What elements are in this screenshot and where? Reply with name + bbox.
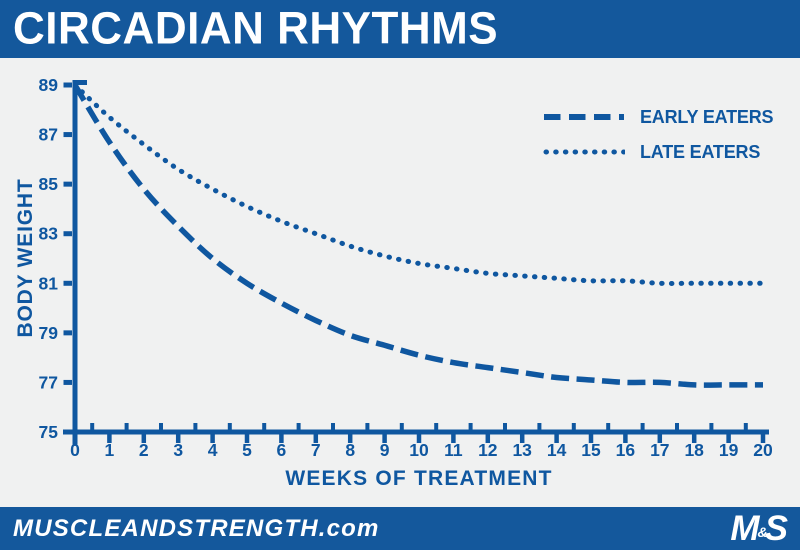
legend-label-late-eaters: LATE EATERS — [640, 141, 761, 162]
svg-text:14: 14 — [547, 440, 567, 460]
svg-text:81: 81 — [39, 273, 59, 293]
footer-bar: MUSCLEANDSTRENGTH.com M&S — [0, 507, 800, 550]
series-late-eaters — [72, 82, 766, 286]
x-axis-tick-labels: 0 1 2 3 4 5 6 7 8 9 10 11 12 13 14 15 16 17 18 19 20 — [70, 440, 773, 460]
svg-text:8: 8 — [345, 440, 355, 460]
legend-item-late-eaters: LATE EATERS — [543, 140, 773, 164]
svg-text:5: 5 — [242, 440, 252, 460]
svg-text:20: 20 — [753, 440, 773, 460]
ms-logo: M&S — [730, 509, 788, 548]
svg-text:89: 89 — [39, 75, 59, 95]
svg-text:9: 9 — [380, 440, 390, 460]
dashed-line-swatch — [544, 114, 624, 120]
ms-logo-s: S — [764, 509, 788, 548]
series-early-eaters — [72, 83, 763, 388]
dotted-line-swatch — [543, 149, 625, 155]
svg-text:79: 79 — [39, 323, 59, 343]
legend-item-early-eaters: EARLY EATERS — [543, 105, 774, 129]
svg-text:16: 16 — [616, 440, 636, 460]
svg-text:17: 17 — [650, 440, 669, 460]
axis-ticks — [63, 82, 766, 443]
chart-area: 75 77 79 81 83 85 87 89 0 1 2 3 4 5 6 7 8 9 10 11 12 13 14 15 16… — [0, 58, 800, 507]
svg-text:2: 2 — [139, 440, 149, 460]
x-axis-title: WEEKS OF TREATMENT — [285, 467, 553, 490]
svg-text:18: 18 — [684, 440, 704, 460]
page-title: CIRCADIAN RHYTHMS — [13, 3, 499, 54]
svg-text:83: 83 — [39, 224, 59, 244]
svg-text:12: 12 — [478, 440, 498, 460]
svg-text:0: 0 — [70, 440, 80, 460]
svg-text:13: 13 — [512, 440, 532, 460]
svg-text:3: 3 — [173, 440, 183, 460]
svg-text:11: 11 — [444, 440, 463, 460]
legend-label-early-eaters: EARLY EATERS — [640, 106, 774, 127]
svg-text:85: 85 — [39, 174, 59, 194]
header-bar: CIRCADIAN RHYTHMS — [0, 0, 800, 58]
svg-text:1: 1 — [105, 440, 115, 460]
svg-text:4: 4 — [208, 440, 218, 460]
svg-text:7: 7 — [311, 440, 321, 460]
svg-text:87: 87 — [39, 125, 58, 145]
svg-text:10: 10 — [409, 440, 429, 460]
svg-text:19: 19 — [719, 440, 739, 460]
svg-text:15: 15 — [581, 440, 601, 460]
svg-text:6: 6 — [277, 440, 287, 460]
y-axis-title: BODY WEIGHT — [14, 178, 37, 338]
ms-logo-m: M — [730, 509, 759, 548]
ms-logo-ampersand: & — [757, 524, 768, 540]
svg-text:75: 75 — [39, 422, 59, 442]
y-axis-tick-labels: 75 77 79 81 83 85 87 89 — [39, 75, 59, 442]
axes — [63, 80, 769, 445]
site-url: MUSCLEANDSTRENGTH.com — [13, 514, 380, 542]
chart-legend: EARLY EATERS LATE EATERS — [543, 105, 774, 175]
svg-text:77: 77 — [39, 372, 58, 392]
